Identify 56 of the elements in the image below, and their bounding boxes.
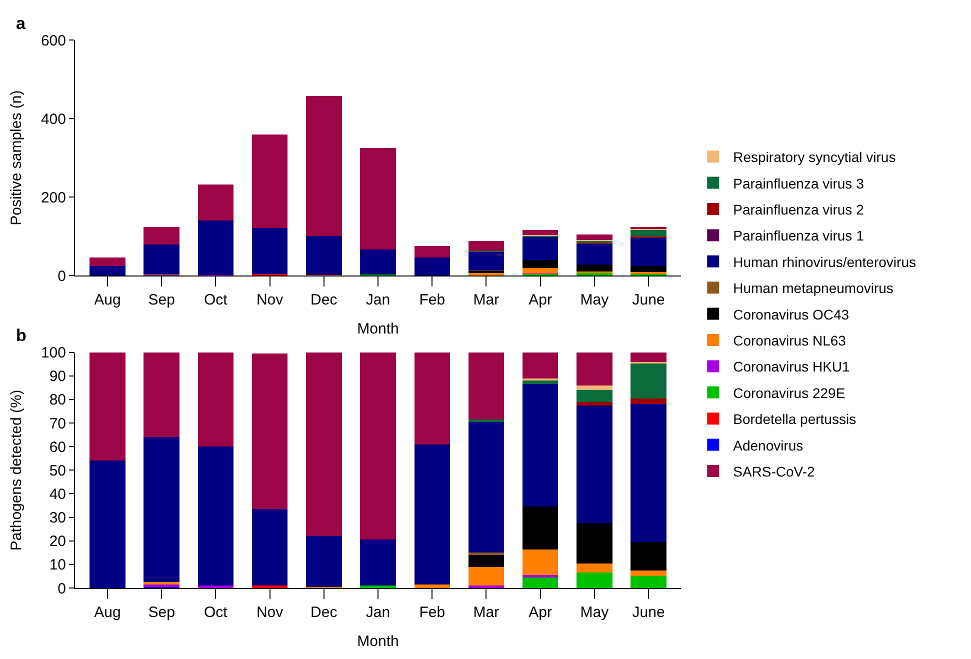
y-tick-label: 70 — [49, 415, 66, 432]
x-tick-label: Sep — [148, 604, 175, 621]
x-tick-label: Aug — [94, 604, 121, 621]
y-tick-label: 80 — [49, 392, 66, 409]
y-tick-label: 20 — [49, 533, 66, 550]
x-tick-label: Dec — [310, 292, 338, 309]
legend-label: SARS-CoV-2 — [733, 463, 816, 480]
x-axis-title: Month — [357, 320, 399, 338]
y-tick-label: 90 — [49, 368, 66, 386]
x-tick-label: May — [580, 604, 610, 621]
x-tick-label: Nov — [256, 604, 284, 621]
legend-label: Human rhinovirus/enterovirus — [733, 254, 916, 270]
legend-label: Parainfluenza virus 1 — [733, 228, 864, 244]
x-tick-label: Oct — [204, 604, 228, 621]
y-tick-label: 0 — [58, 580, 66, 598]
y-tick-label: 100 — [40, 344, 66, 362]
x-tick-label: Aug — [94, 292, 121, 309]
legend-label: Coronavirus OC43 — [733, 306, 850, 322]
x-tick-label: June — [632, 604, 665, 621]
x-tick-label: Jan — [366, 604, 390, 621]
x-tick-label: Oct — [204, 292, 228, 309]
x-tick-label: Apr — [528, 292, 552, 309]
legend-label: Adenovirus — [733, 437, 804, 454]
x-tick-label: Jan — [366, 292, 390, 309]
y-tick-label: 50 — [49, 462, 66, 480]
y-tick-label: 60 — [49, 438, 66, 456]
y-axis-title: Pathogens detected (%) — [8, 390, 26, 551]
x-tick-label: Dec — [310, 604, 338, 621]
y-tick-label: 200 — [40, 189, 66, 206]
text: a — [16, 14, 26, 33]
x-tick-label: Feb — [419, 604, 446, 621]
legend-label: Parainfluenza virus 3 — [733, 175, 864, 192]
legend-label: Coronavirus HKU1 — [733, 358, 850, 375]
y-tick-label: 40 — [49, 486, 66, 503]
x-tick-label: Nov — [256, 292, 284, 309]
x-tick-label: Mar — [473, 604, 500, 621]
x-tick-label: May — [580, 292, 610, 309]
legend-label: Parainfluenza virus 2 — [733, 201, 864, 218]
legend-label: Respiratory syncytial virus — [733, 149, 896, 166]
x-tick-label: June — [632, 292, 665, 309]
y-tick-label: 10 — [49, 556, 66, 574]
y-tick-label: 600 — [40, 32, 66, 50]
y-tick-label: 400 — [40, 110, 66, 128]
x-tick-label: Apr — [528, 604, 552, 621]
y-tick-label: 30 — [49, 510, 66, 527]
legend-label: Bordetella pertussis — [733, 411, 856, 428]
x-tick-label: Sep — [148, 292, 175, 309]
text: b — [16, 326, 26, 345]
x-axis-title: Month — [357, 633, 399, 650]
legend-label: Human metapneumovirus — [733, 280, 894, 296]
legend-label: Coronavirus 229E — [733, 384, 846, 401]
y-tick-label: 0 — [58, 268, 66, 285]
x-tick-label: Feb — [419, 292, 446, 309]
y-axis-title: Positive samples (n) — [8, 90, 26, 226]
x-tick-label: Mar — [473, 292, 500, 309]
legend-label: Coronavirus NL63 — [733, 332, 846, 348]
